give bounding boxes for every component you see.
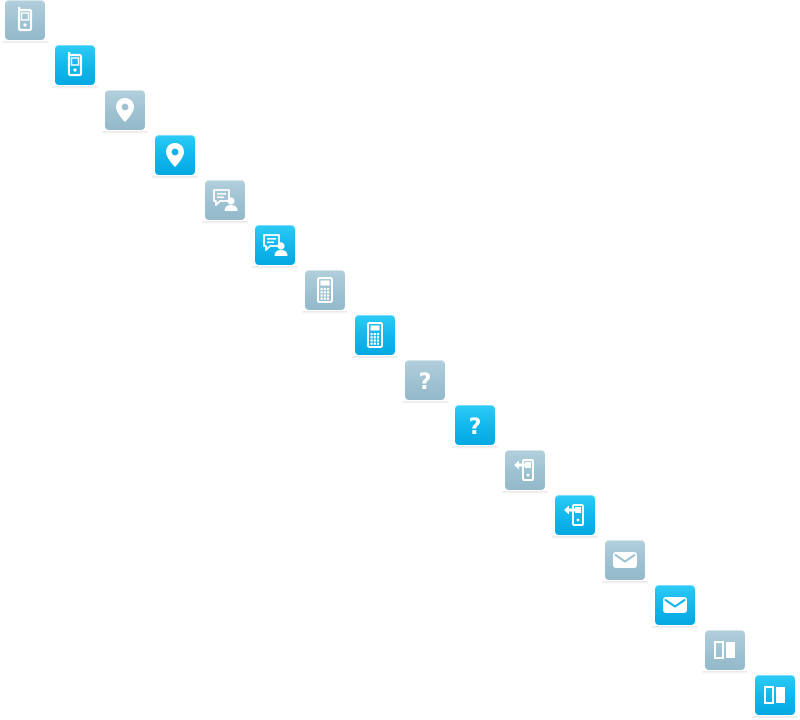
calculator-icon [355, 315, 395, 355]
chat-user-button[interactable] [202, 180, 248, 224]
svg-text:?: ? [469, 415, 482, 440]
phone-icon [55, 45, 95, 85]
phone-button[interactable] [2, 0, 48, 44]
split-view-icon [705, 630, 745, 670]
phone-transfer-icon [555, 495, 595, 535]
phone-transfer-button[interactable] [552, 495, 598, 539]
help-question-icon: ? [405, 360, 445, 400]
help-question-icon: ? [455, 405, 495, 445]
split-view-button[interactable] [752, 675, 798, 719]
calculator-icon [305, 270, 345, 310]
calculator-button[interactable] [352, 315, 398, 359]
help-question-button[interactable]: ? [402, 360, 448, 404]
mail-envelope-button[interactable] [602, 540, 648, 584]
chat-user-button[interactable] [252, 225, 298, 269]
mail-envelope-button[interactable] [652, 585, 698, 629]
calculator-button[interactable] [302, 270, 348, 314]
help-question-button[interactable]: ? [452, 405, 498, 449]
location-pin-icon [155, 135, 195, 175]
phone-transfer-icon [505, 450, 545, 490]
mail-envelope-icon [655, 585, 695, 625]
chat-user-icon [205, 180, 245, 220]
phone-transfer-button[interactable] [502, 450, 548, 494]
phone-button[interactable] [52, 45, 98, 89]
svg-text:?: ? [419, 370, 432, 395]
chat-user-icon [255, 225, 295, 265]
location-pin-button[interactable] [102, 90, 148, 134]
split-view-button[interactable] [702, 630, 748, 674]
location-pin-button[interactable] [152, 135, 198, 179]
phone-icon [5, 0, 45, 40]
mail-envelope-icon [605, 540, 645, 580]
location-pin-icon [105, 90, 145, 130]
split-view-icon [755, 675, 795, 715]
